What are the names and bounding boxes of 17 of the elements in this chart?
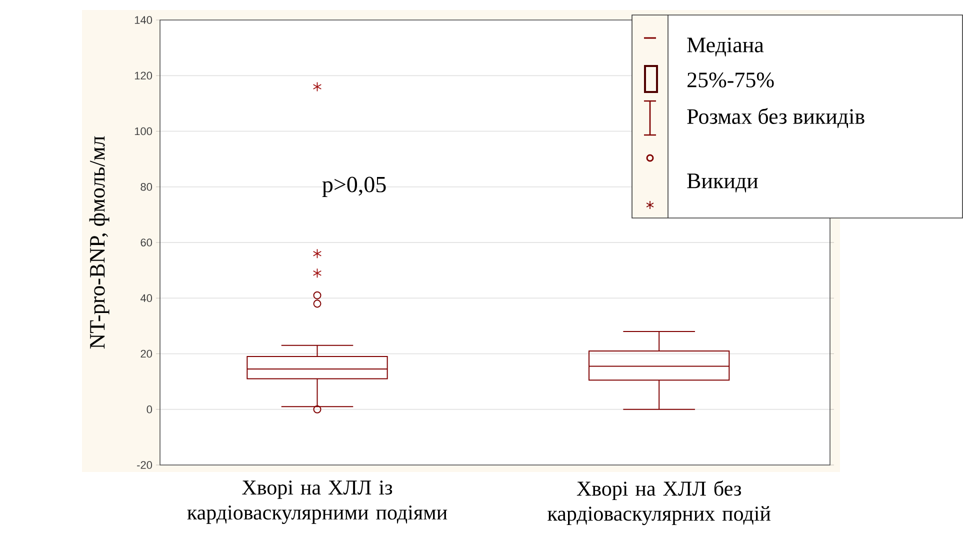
y-axis-title: NT-pro-BNP, фмоль/мл: [89, 136, 110, 349]
y-tick-label: 60: [140, 238, 152, 246]
y-tick-label: -20: [137, 461, 152, 469]
x-tick-label: Хворі на ХЛЛ із кардіоваскулярними подіями: [187, 480, 448, 524]
y-tick-label: 120: [134, 72, 152, 80]
annotation: p>0,05: [322, 176, 386, 197]
annotation: Медіана: [687, 38, 764, 56]
y-tick-label: 40: [140, 294, 152, 302]
annotation: 25%-75%: [688, 72, 774, 88]
annotation: Викиди: [687, 174, 758, 192]
x-tick-label: Хворі на ХЛЛ без кардіоваскулярних подій: [548, 480, 770, 526]
y-tick-label: 0: [146, 405, 152, 414]
y-tick-label: 20: [140, 350, 152, 358]
y-tick-label: 100: [134, 127, 152, 136]
annotation: Розмах без викидів: [687, 108, 864, 128]
y-tick-label: 80: [140, 182, 152, 191]
y-tick-label: 140: [134, 16, 152, 24]
